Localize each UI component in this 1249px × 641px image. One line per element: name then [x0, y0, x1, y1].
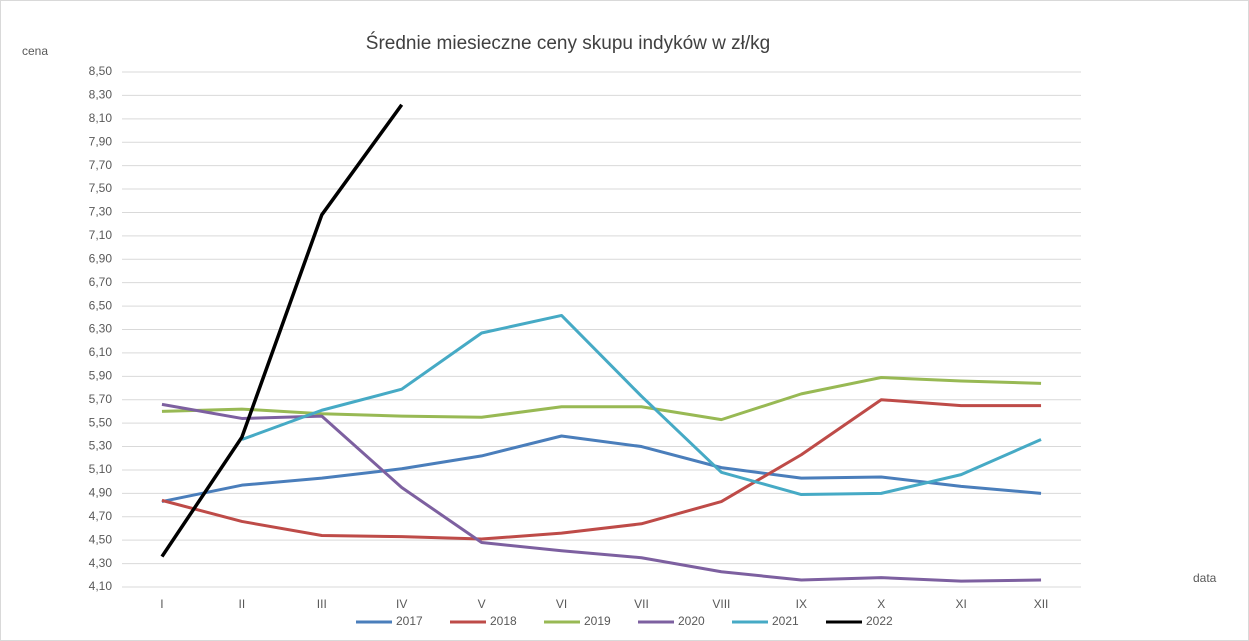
series-line — [161, 434, 1042, 504]
y-tick-label: 7,90 — [89, 134, 113, 148]
legend-label: 2020 — [678, 614, 705, 628]
x-tick-label: I — [160, 597, 163, 611]
y-tick-label: 7,50 — [89, 181, 113, 195]
x-tick-label: XII — [1034, 597, 1049, 611]
x-tick-label: IV — [396, 597, 407, 611]
y-tick-label: 4,90 — [89, 486, 113, 500]
series-line — [160, 103, 404, 558]
x-tick-label: VIII — [712, 597, 730, 611]
x-tick-label: IX — [796, 597, 807, 611]
series-line — [241, 313, 1042, 497]
y-tick-label: 4,30 — [89, 556, 113, 570]
x-tick-label: V — [478, 597, 486, 611]
y-tick-label: 4,10 — [89, 579, 113, 593]
legend-label: 2018 — [490, 614, 517, 628]
y-tick-label: 7,70 — [89, 158, 113, 172]
x-tick-label: VII — [634, 597, 649, 611]
y-tick-label: 5,70 — [89, 392, 113, 406]
y-axis-label: cena — [22, 44, 48, 58]
y-tick-label: 7,10 — [89, 228, 113, 242]
x-axis-label: data — [1193, 571, 1217, 585]
y-tick-label: 5,10 — [89, 462, 113, 476]
x-tick-label: VI — [556, 597, 567, 611]
y-tick-label: 5,30 — [89, 439, 113, 453]
y-tick-label: 5,50 — [89, 415, 113, 429]
x-tick-label: X — [877, 597, 885, 611]
y-tick-label: 4,70 — [89, 509, 113, 523]
legend-label: 2021 — [772, 614, 799, 628]
chart-title: Średnie miesieczne ceny skupu indyków w … — [366, 32, 770, 54]
x-tick-label: XI — [955, 597, 966, 611]
series-line — [161, 375, 1042, 422]
y-tick-label: 6,90 — [89, 251, 113, 265]
x-tick-label: II — [239, 597, 246, 611]
y-tick-label: 6,10 — [89, 345, 113, 359]
y-tick-label: 4,50 — [89, 532, 113, 546]
y-tick-label: 8,10 — [89, 111, 113, 125]
legend-label: 2017 — [396, 614, 423, 628]
legend-label: 2019 — [584, 614, 611, 628]
series-line — [161, 398, 1042, 541]
x-tick-label: III — [317, 597, 327, 611]
y-tick-label: 7,30 — [89, 205, 113, 219]
y-tick-label: 6,50 — [89, 298, 113, 312]
y-tick-label: 6,30 — [89, 322, 113, 336]
legend-label: 2022 — [866, 614, 893, 628]
y-tick-label: 6,70 — [89, 275, 113, 289]
y-tick-label: 5,90 — [89, 368, 113, 382]
y-tick-label: 8,30 — [89, 88, 113, 102]
y-tick-label: 8,50 — [89, 64, 113, 78]
